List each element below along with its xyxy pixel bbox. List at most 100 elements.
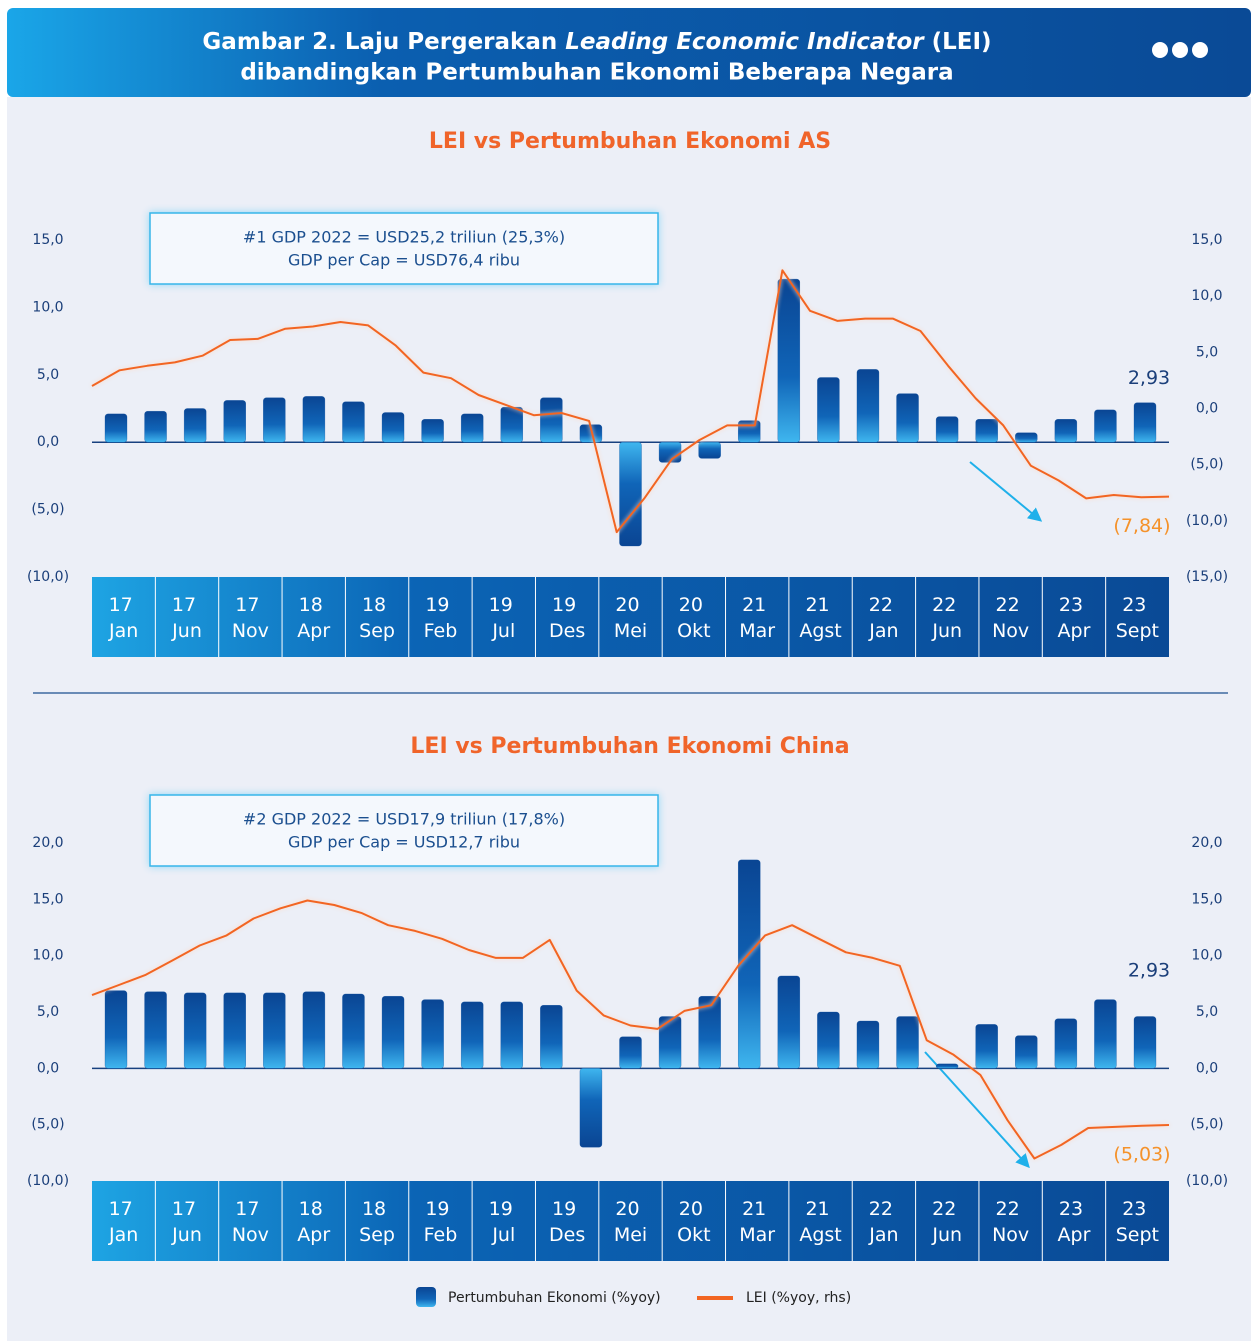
label-line: 18 [299,594,329,616]
x-tick-label: 17 Jun [171,594,202,642]
bar [540,397,563,443]
y2-tick-label: 5,0 [1196,1004,1218,1020]
label-line: Des [549,1224,585,1246]
title-part: Leading Economic Indicator [565,29,925,55]
bar [144,991,167,1069]
label-line: Jan [868,620,898,642]
bar [738,859,761,1069]
x-tick-label: 17 Nov [232,594,269,642]
header-title: Gambar 2. Laju Pergerakan Leading Econom… [202,29,991,55]
label-line: 22 [996,1198,1026,1220]
y-tick-label: (10,0) [27,569,69,585]
label-line: 21 [805,594,835,616]
title-part: (LEI) [924,29,992,55]
x-tick-label: 23 Sept [1116,1198,1159,1246]
bar [856,369,880,443]
bar [777,975,800,1069]
y2-tick-label: 15,0 [1191,891,1222,907]
bar [698,996,721,1069]
label-line: Sep [359,620,395,642]
bar [856,1020,880,1069]
label-line: 22 [932,1198,962,1220]
header-subtitle: dibandingkan Pertumbuhan Ekonomi Beberap… [240,60,953,86]
x-tick-label: 22 Jan [868,1198,899,1246]
bar [263,397,286,443]
bar [302,991,326,1069]
bar [144,411,167,443]
bar [263,992,286,1069]
label-line: 21 [742,1198,772,1220]
bar [342,401,365,443]
label-line: 19 [552,1198,582,1220]
y-tick-label: 0,0 [37,434,59,450]
bar [777,278,800,443]
y-tick-label: 5,0 [37,367,59,383]
label-line: 17 [235,594,265,616]
label-line: Jul [491,620,515,642]
bar [975,419,998,443]
bar [223,992,246,1069]
bar [817,1011,840,1069]
info-text: #2 GDP 2022 = USD17,9 triliun (17,8%) [243,810,565,829]
x-tick-label: 21 Agst [799,594,841,642]
y2-tick-label: (5,0) [1190,1117,1223,1133]
label-line: Feb [424,1224,458,1246]
value-label: (7,84) [1113,515,1170,537]
menu-dots[interactable] [1152,42,1208,58]
label-line: 18 [362,594,392,616]
bar [104,990,128,1069]
note-label: 2,93 [1128,960,1170,982]
label-line: 18 [299,1198,329,1220]
label-line: 20 [615,1198,645,1220]
label-line: Nov [232,1224,269,1246]
value-label: 2,93 [1128,367,1170,389]
bar [461,413,484,443]
label-line: 21 [805,1198,835,1220]
x-tick-label: 23 Apr [1058,594,1091,642]
header-bar [7,8,1251,97]
label-line: Apr [1058,1224,1091,1246]
label-line: 17 [235,1198,265,1220]
lei-line [91,269,1170,534]
label-line: 19 [489,1198,519,1220]
label-line: 20 [679,594,709,616]
x-tick-label: 22 Jan [868,594,899,642]
y-tick-label: (10,0) [27,1173,69,1189]
label-line: 21 [742,594,772,616]
x-tick-label: 21 Agst [799,1198,841,1246]
info-text: GDP per Cap = USD76,4 ribu [288,251,520,270]
y-tick-label: 5,0 [37,1004,59,1020]
y-tick-label: 20,0 [32,835,63,851]
x-tick-label: 23 Sept [1116,594,1159,642]
x-tick-label: 19 Jul [489,1198,519,1246]
bar [223,400,246,443]
bar [817,377,840,443]
bar [1094,409,1117,443]
bar [1015,1035,1038,1069]
label-line: Sept [1116,620,1159,642]
y2-tick-label: (5,0) [1190,457,1223,473]
value-label: (5,03) [1113,1144,1170,1166]
label-line: 19 [425,594,455,616]
bar [302,396,326,443]
label-line: 17 [172,594,202,616]
label-line: Jun [931,620,962,642]
label-line: 23 [1059,594,1089,616]
bar [500,1001,523,1069]
label-line: Mei [614,1224,647,1246]
y2-tick-label: 10,0 [1191,288,1222,304]
bar [935,416,959,443]
y-tick-label: (5,0) [31,1117,64,1133]
y2-tick-label: 10,0 [1191,948,1222,964]
x-tick-label: 22 Jun [931,594,962,642]
x-tick-label: 20 Mei [614,1198,647,1246]
x-tick-label: 20 Okt [677,1198,710,1246]
x-tick-label: 19 Des [549,1198,585,1246]
label-line: Nov [992,620,1029,642]
label-line: Nov [992,1224,1029,1246]
bar [1133,402,1157,443]
x-tick-label: 19 Feb [424,1198,458,1246]
label-line: Sept [1116,1224,1159,1246]
label-line: Jan [108,1224,138,1246]
